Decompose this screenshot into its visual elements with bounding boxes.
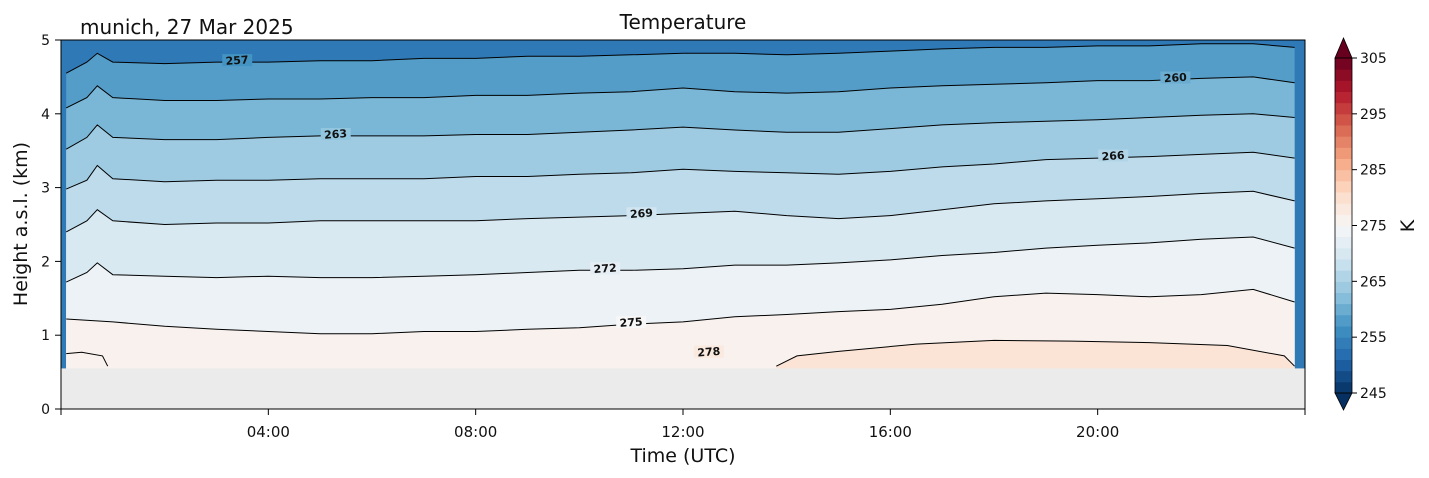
x-axis-label: Time (UTC) <box>629 445 735 467</box>
contour-266 <box>66 151 1295 190</box>
y-axis-ticks: 0 1 2 3 4 5 <box>41 33 61 418</box>
colorbar-segment <box>1335 203 1352 215</box>
contour-lines: 278 275 272 269 266 263 260 257 <box>65 43 1295 367</box>
colorbar: 245 255 265 275 285 295 305 <box>1334 36 1387 411</box>
chart-title: Temperature <box>619 10 747 34</box>
contour-label-278: 278 <box>697 345 721 360</box>
colorbar-segment <box>1335 58 1352 70</box>
colorbar-segment <box>1335 314 1352 327</box>
colorbar-tick-label: 245 <box>1360 386 1387 402</box>
colorbar-segment <box>1335 326 1352 338</box>
colorbar-segment <box>1335 236 1352 249</box>
colorbar-tick-label: 305 <box>1360 51 1387 67</box>
y-axis-label: Height a.s.l. (km) <box>10 142 32 306</box>
contour-label-bg <box>626 207 657 220</box>
contour-label-260: 260 <box>1163 71 1187 86</box>
y-tick-label: 3 <box>41 181 50 197</box>
colorbar-segment <box>1335 337 1352 349</box>
colorbar-segment <box>1335 91 1352 104</box>
x-tick-label: 16:00 <box>869 423 912 441</box>
colorbar-segment <box>1335 180 1352 193</box>
colorbar-segment <box>1335 359 1352 372</box>
colorbar-segment <box>1335 125 1352 137</box>
contour-275 <box>66 288 1295 335</box>
x-tick-label: 04:00 <box>247 423 290 441</box>
colorbar-segment <box>1335 102 1352 115</box>
colorbar-tick-label: 255 <box>1360 330 1387 346</box>
colorbar-extend-max <box>1334 36 1353 59</box>
contour-label-272: 272 <box>593 261 617 276</box>
colorbar-segment <box>1335 247 1352 260</box>
contour-278 <box>66 351 109 367</box>
colorbar-segment <box>1335 281 1352 293</box>
colorbar-segment <box>1335 270 1352 282</box>
colorbar-segment <box>1335 113 1352 126</box>
colorbar-tick-label: 295 <box>1360 107 1387 123</box>
contour-263 <box>65 113 1295 150</box>
colorbar-segment <box>1335 69 1352 81</box>
y-tick-label: 2 <box>41 254 50 270</box>
colorbar-segment <box>1335 147 1352 159</box>
colorbar-segment <box>1335 348 1352 360</box>
colorbar-segment <box>1335 80 1352 92</box>
contour-278 <box>776 339 1295 367</box>
colorbar-segment <box>1335 370 1352 383</box>
x-tick-label: 20:00 <box>1076 423 1119 441</box>
contour-257 <box>65 43 1295 74</box>
plot-area: 278 275 272 269 266 263 260 257 <box>61 40 1305 409</box>
y-tick-label: 1 <box>41 328 50 344</box>
y-tick-label: 4 <box>41 107 50 123</box>
x-tick-label: 12:00 <box>661 423 704 441</box>
contour-label-263: 263 <box>324 127 348 142</box>
contour-260 <box>65 76 1295 109</box>
colorbar-segment <box>1335 292 1352 305</box>
colorbar-label: K <box>1397 219 1419 232</box>
colorbar-segment <box>1335 303 1352 316</box>
contour-label-266: 266 <box>1101 149 1125 164</box>
contour-label-257: 257 <box>225 53 249 68</box>
contour-label-bg <box>1098 149 1129 162</box>
contour-label-bg <box>320 127 351 140</box>
colorbar-segment <box>1335 158 1352 171</box>
temperature-field <box>61 40 1305 409</box>
colorbar-segment <box>1335 169 1352 182</box>
y-tick-label: 0 <box>41 402 50 418</box>
colorbar-tick-label: 275 <box>1360 219 1387 235</box>
chart-subtitle: munich, 27 Mar 2025 <box>80 15 294 39</box>
colorbar-segment <box>1335 259 1352 271</box>
colorbar-segment <box>1335 214 1352 226</box>
colorbar-extend-min <box>1334 392 1353 411</box>
x-tick-label: 08:00 <box>454 423 497 441</box>
colorbar-segment <box>1335 192 1352 204</box>
colorbar-tick-label: 285 <box>1360 163 1387 179</box>
colorbar-segment <box>1335 136 1352 148</box>
contour-label-269: 269 <box>630 206 654 221</box>
x-axis-ticks: 04:00 08:00 12:00 16:00 20:00 <box>60 409 1306 441</box>
y-tick-label: 5 <box>41 33 50 49</box>
contour-label-bg <box>1160 71 1191 84</box>
contour-label-bg <box>590 262 621 275</box>
contour-label-bg <box>693 345 724 358</box>
colorbar-segment <box>1335 381 1352 394</box>
contour-272 <box>65 236 1295 283</box>
colorbar-tick-label: 265 <box>1360 274 1387 290</box>
contour-label-275: 275 <box>619 315 643 330</box>
contour-label-bg <box>616 316 647 329</box>
contour-label-bg <box>222 54 253 67</box>
no-data-region <box>61 368 1305 409</box>
colorbar-segment <box>1335 225 1352 238</box>
